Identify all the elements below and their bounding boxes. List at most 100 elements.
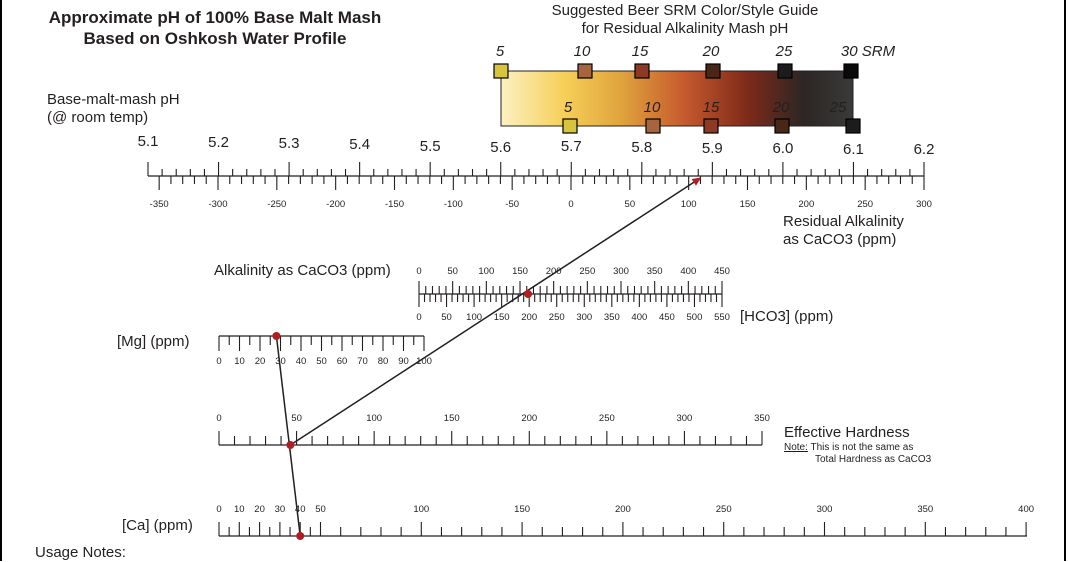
ca-label-8: 200 — [615, 504, 631, 515]
hco3-label-8: 400 — [631, 312, 647, 323]
hardness-label-6: 300 — [676, 413, 692, 424]
ph-label-9: 6.0 — [772, 140, 793, 157]
srm-top-label-2: 15 — [632, 43, 649, 60]
srm-bottom-label-4: 25 — [829, 99, 847, 116]
ra-label-7: 0 — [568, 199, 573, 210]
mg-scale-label: [Mg] (ppm) — [117, 333, 190, 350]
hardness-label-1: 50 — [291, 413, 302, 424]
hardness-label-7: 350 — [754, 413, 770, 424]
mg-label-6: 60 — [337, 356, 348, 367]
hco3-label-7: 350 — [604, 312, 620, 323]
srm-top-label-5: 30 SRM — [841, 43, 896, 60]
hardness-scale-label: Effective Hardness — [784, 424, 910, 441]
ph-label-8: 5.9 — [702, 140, 723, 157]
alkalinity-label-9: 450 — [714, 266, 730, 277]
ca-label-6: 100 — [413, 504, 429, 515]
ca-label-2: 20 — [254, 504, 265, 515]
srm-gradient-box — [500, 70, 854, 127]
ra-label-2: -250 — [267, 199, 286, 210]
hco3-scale-label: [HCO3] (ppm) — [740, 308, 834, 325]
ph-scale-label-line-2: (@ room temp) — [47, 109, 149, 126]
ca-scale-label: [Ca] (ppm) — [122, 517, 193, 534]
srm-bottom-label-1: 10 — [644, 99, 661, 116]
hardness-note: Note: This is not the same as — [784, 442, 931, 454]
hco3-label-1: 50 — [441, 312, 452, 323]
srm-guide-title: Suggested Beer SRM Color/Style Guide for… — [520, 2, 850, 38]
ph-label-0: 5.1 — [138, 133, 159, 150]
ca-label-3: 30 — [275, 504, 286, 515]
srm-bottom-swatch-25 — [845, 118, 861, 134]
ca-label-9: 250 — [716, 504, 732, 515]
srm-bottom-label-0: 5 — [564, 99, 573, 116]
alkalinity-label-4: 200 — [546, 266, 562, 277]
hco3-label-10: 500 — [687, 312, 703, 323]
srm-top-label-4: 25 — [775, 43, 793, 60]
ra-scale-label-line-2: as CaCO3 (ppm) — [783, 231, 897, 248]
mg-label-8: 80 — [378, 356, 389, 367]
alkalinity-label-7: 350 — [647, 266, 663, 277]
alkalinity-label-0: 0 — [416, 266, 421, 277]
srm-top-swatch-20 — [705, 63, 721, 79]
hco3-label-5: 250 — [549, 312, 565, 323]
alkalinity-scale-label: Alkalinity as CaCO3 (ppm) — [214, 262, 391, 279]
ph-label-11: 6.2 — [914, 141, 935, 158]
hardness-label-5: 250 — [599, 413, 615, 424]
ca-label-11: 350 — [917, 504, 933, 515]
alkalinity-label-6: 300 — [613, 266, 629, 277]
ra-scale-label: Residual Alkalinity as CaCO3 (ppm) — [783, 213, 904, 249]
hardness-label-2: 100 — [366, 413, 382, 424]
title-line-1: Approximate pH of 100% Base Malt Mash — [48, 8, 382, 27]
srm-bottom-swatch-15 — [703, 118, 719, 134]
hco3-label-3: 150 — [494, 312, 510, 323]
ra-label-10: 150 — [740, 199, 756, 210]
ph-scale-label-line-1: Base-malt-mash pH — [47, 91, 180, 108]
hco3-label-2: 100 — [466, 312, 482, 323]
ca-label-10: 300 — [817, 504, 833, 515]
srm-bottom-label-2: 15 — [703, 99, 720, 116]
ra-scale-label-line-1: Residual Alkalinity — [783, 213, 904, 230]
mg-label-4: 40 — [296, 356, 307, 367]
ra-label-9: 100 — [681, 199, 697, 210]
srm-bottom-label-3: 20 — [772, 99, 790, 116]
mg-reading-dot — [272, 332, 281, 340]
hardness-label-3: 150 — [444, 413, 460, 424]
ra-label-8: 50 — [625, 199, 636, 210]
alkalinity-reading-dot — [524, 290, 533, 298]
srm-top-swatch-5 — [493, 63, 509, 79]
ca-label-1: 10 — [234, 504, 245, 515]
srm-guide-title-line-2: for Residual Alkalinity Mash pH — [581, 20, 789, 37]
alkalinity-label-3: 150 — [512, 266, 528, 277]
mg-label-1: 10 — [234, 356, 245, 367]
ra-label-5: -100 — [444, 199, 463, 210]
ph-label-4: 5.5 — [420, 138, 441, 155]
mg-label-5: 50 — [316, 356, 327, 367]
ph-scale-label: Base-malt-mash pH (@ room temp) — [47, 91, 180, 127]
ca-reading-dot — [296, 532, 305, 540]
srm-guide-title-line-1: Suggested Beer SRM Color/Style Guide — [551, 2, 819, 19]
hco3-label-0: 0 — [416, 312, 421, 323]
mg-label-10: 100 — [416, 356, 432, 367]
hardness-note-line-1: This is not the same as — [807, 442, 914, 453]
title-line-2: Based on Oshkosh Water Profile — [83, 29, 347, 48]
ra-label-11: 200 — [798, 199, 814, 210]
ph-label-7: 5.8 — [631, 139, 652, 156]
ra-label-3: -200 — [326, 199, 345, 210]
hco3-label-6: 300 — [576, 312, 592, 323]
srm-bottom-swatch-10 — [645, 118, 661, 134]
srm-top-label-3: 20 — [702, 43, 720, 60]
ca-label-0: 0 — [216, 504, 221, 515]
mg-label-7: 70 — [357, 356, 368, 367]
srm-top-label-1: 10 — [574, 43, 591, 60]
srm-top-swatch-25 — [777, 63, 793, 79]
srm-top-swatch-10 — [577, 63, 593, 79]
ph-label-2: 5.3 — [279, 135, 300, 152]
ca-label-4: 40 — [295, 504, 306, 515]
alkalinity-label-1: 50 — [447, 266, 458, 277]
ra-label-13: 300 — [916, 199, 932, 210]
ra-label-6: -50 — [505, 199, 519, 210]
srm-top-label-0: 5 — [496, 43, 505, 60]
ca-mg-line — [275, 335, 301, 537]
ca-label-5: 50 — [315, 504, 326, 515]
hardness-note-prefix: Note: — [784, 442, 808, 453]
